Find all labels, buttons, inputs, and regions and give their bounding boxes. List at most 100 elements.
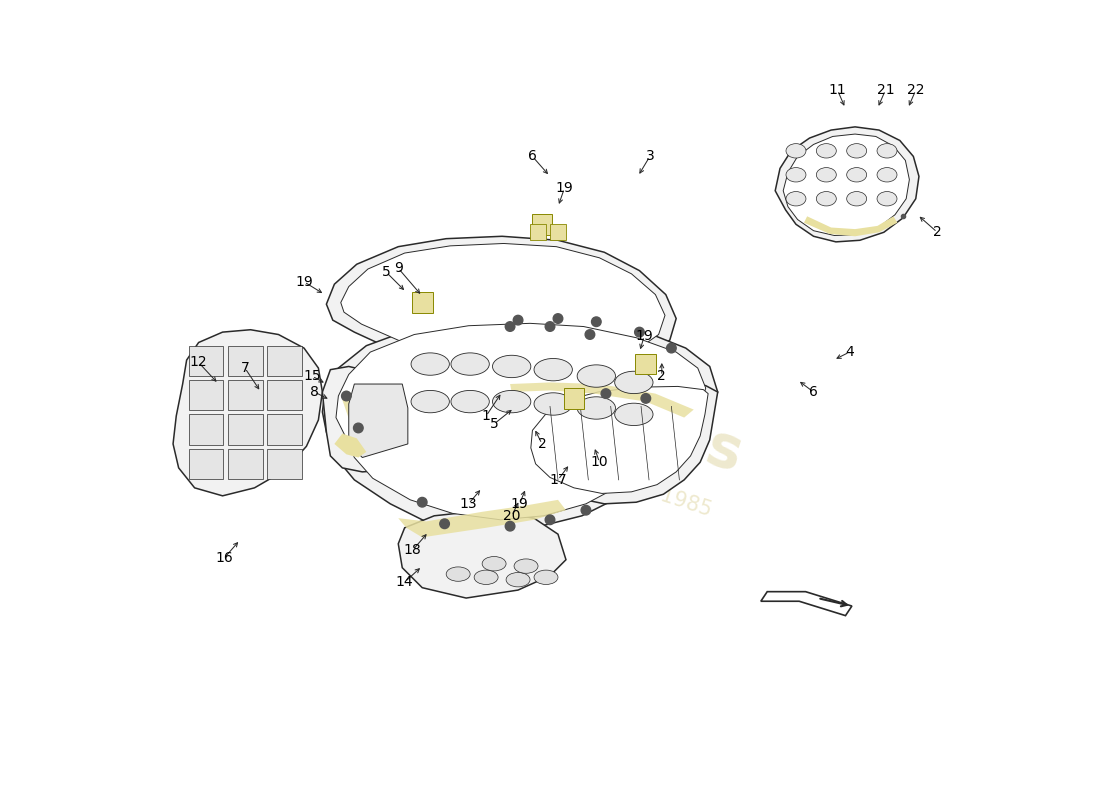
Bar — [189, 414, 223, 445]
Ellipse shape — [474, 570, 498, 585]
Circle shape — [641, 394, 650, 403]
Ellipse shape — [514, 559, 538, 574]
Text: 16: 16 — [216, 551, 233, 565]
Text: 14: 14 — [396, 575, 414, 589]
Ellipse shape — [847, 168, 867, 182]
Text: 13: 13 — [460, 497, 477, 511]
Text: 11: 11 — [828, 83, 846, 97]
Circle shape — [635, 327, 645, 337]
Bar — [411, 292, 432, 313]
Text: 19: 19 — [636, 329, 653, 343]
Text: a passion for cars since 1985: a passion for cars since 1985 — [418, 407, 714, 521]
Bar — [267, 346, 301, 376]
Bar — [228, 380, 263, 410]
Bar — [636, 354, 657, 374]
Circle shape — [505, 322, 515, 331]
Ellipse shape — [493, 390, 531, 413]
Ellipse shape — [534, 393, 572, 415]
Text: 1: 1 — [482, 409, 491, 423]
Polygon shape — [334, 434, 366, 458]
Text: 5: 5 — [382, 266, 390, 279]
Ellipse shape — [615, 403, 653, 426]
Ellipse shape — [816, 191, 836, 206]
Text: 4: 4 — [845, 345, 854, 359]
Text: 21: 21 — [877, 83, 894, 97]
Ellipse shape — [411, 390, 450, 413]
Text: 3: 3 — [646, 150, 654, 163]
Polygon shape — [761, 592, 851, 616]
Polygon shape — [336, 323, 706, 520]
Text: 18: 18 — [404, 543, 421, 557]
Polygon shape — [322, 366, 420, 472]
Bar — [267, 449, 301, 479]
Bar — [267, 414, 301, 445]
Circle shape — [601, 389, 610, 398]
Ellipse shape — [411, 353, 450, 375]
Polygon shape — [398, 510, 566, 598]
Text: 5: 5 — [490, 417, 498, 431]
Text: 2: 2 — [658, 369, 667, 383]
Circle shape — [667, 343, 676, 353]
Polygon shape — [783, 134, 910, 235]
Polygon shape — [776, 127, 918, 242]
Ellipse shape — [506, 573, 530, 587]
Circle shape — [592, 317, 601, 326]
Circle shape — [505, 522, 515, 531]
Polygon shape — [531, 386, 708, 494]
Ellipse shape — [786, 168, 806, 182]
Polygon shape — [322, 316, 717, 532]
Ellipse shape — [877, 191, 896, 206]
Circle shape — [546, 515, 554, 525]
Ellipse shape — [816, 144, 836, 158]
Polygon shape — [526, 382, 717, 504]
Circle shape — [342, 391, 351, 401]
Ellipse shape — [482, 557, 506, 571]
Circle shape — [581, 506, 591, 515]
Ellipse shape — [786, 191, 806, 206]
Polygon shape — [341, 243, 666, 356]
Text: 19: 19 — [510, 497, 528, 511]
Bar — [228, 449, 263, 479]
Circle shape — [417, 498, 427, 507]
Bar — [189, 380, 223, 410]
Polygon shape — [398, 500, 566, 538]
Text: 6: 6 — [528, 150, 537, 163]
Text: 7: 7 — [241, 361, 250, 375]
Polygon shape — [173, 330, 322, 496]
Ellipse shape — [786, 144, 806, 158]
Polygon shape — [327, 236, 676, 366]
Ellipse shape — [877, 144, 896, 158]
Polygon shape — [349, 384, 408, 458]
Ellipse shape — [877, 168, 896, 182]
Bar — [563, 388, 584, 409]
Polygon shape — [510, 382, 694, 418]
Text: 2: 2 — [933, 226, 942, 239]
Circle shape — [440, 519, 450, 529]
Polygon shape — [342, 390, 373, 456]
Ellipse shape — [493, 355, 531, 378]
Text: eurospares: eurospares — [382, 316, 750, 484]
Text: 15: 15 — [304, 369, 321, 383]
Circle shape — [585, 330, 595, 339]
Bar — [267, 380, 301, 410]
Ellipse shape — [816, 168, 836, 182]
Ellipse shape — [534, 570, 558, 585]
Bar — [530, 224, 546, 240]
Bar — [228, 414, 263, 445]
Text: 22: 22 — [908, 83, 924, 97]
Circle shape — [553, 314, 563, 323]
Circle shape — [546, 322, 554, 331]
Text: 19: 19 — [556, 182, 573, 195]
Circle shape — [353, 423, 363, 433]
Text: 12: 12 — [190, 355, 208, 370]
Ellipse shape — [847, 144, 867, 158]
Bar — [531, 214, 552, 234]
Ellipse shape — [578, 397, 616, 419]
Bar — [189, 449, 223, 479]
Ellipse shape — [578, 365, 616, 387]
Ellipse shape — [534, 358, 572, 381]
Text: 2: 2 — [538, 437, 547, 451]
Text: 10: 10 — [591, 455, 608, 470]
Ellipse shape — [451, 390, 490, 413]
Ellipse shape — [451, 353, 490, 375]
